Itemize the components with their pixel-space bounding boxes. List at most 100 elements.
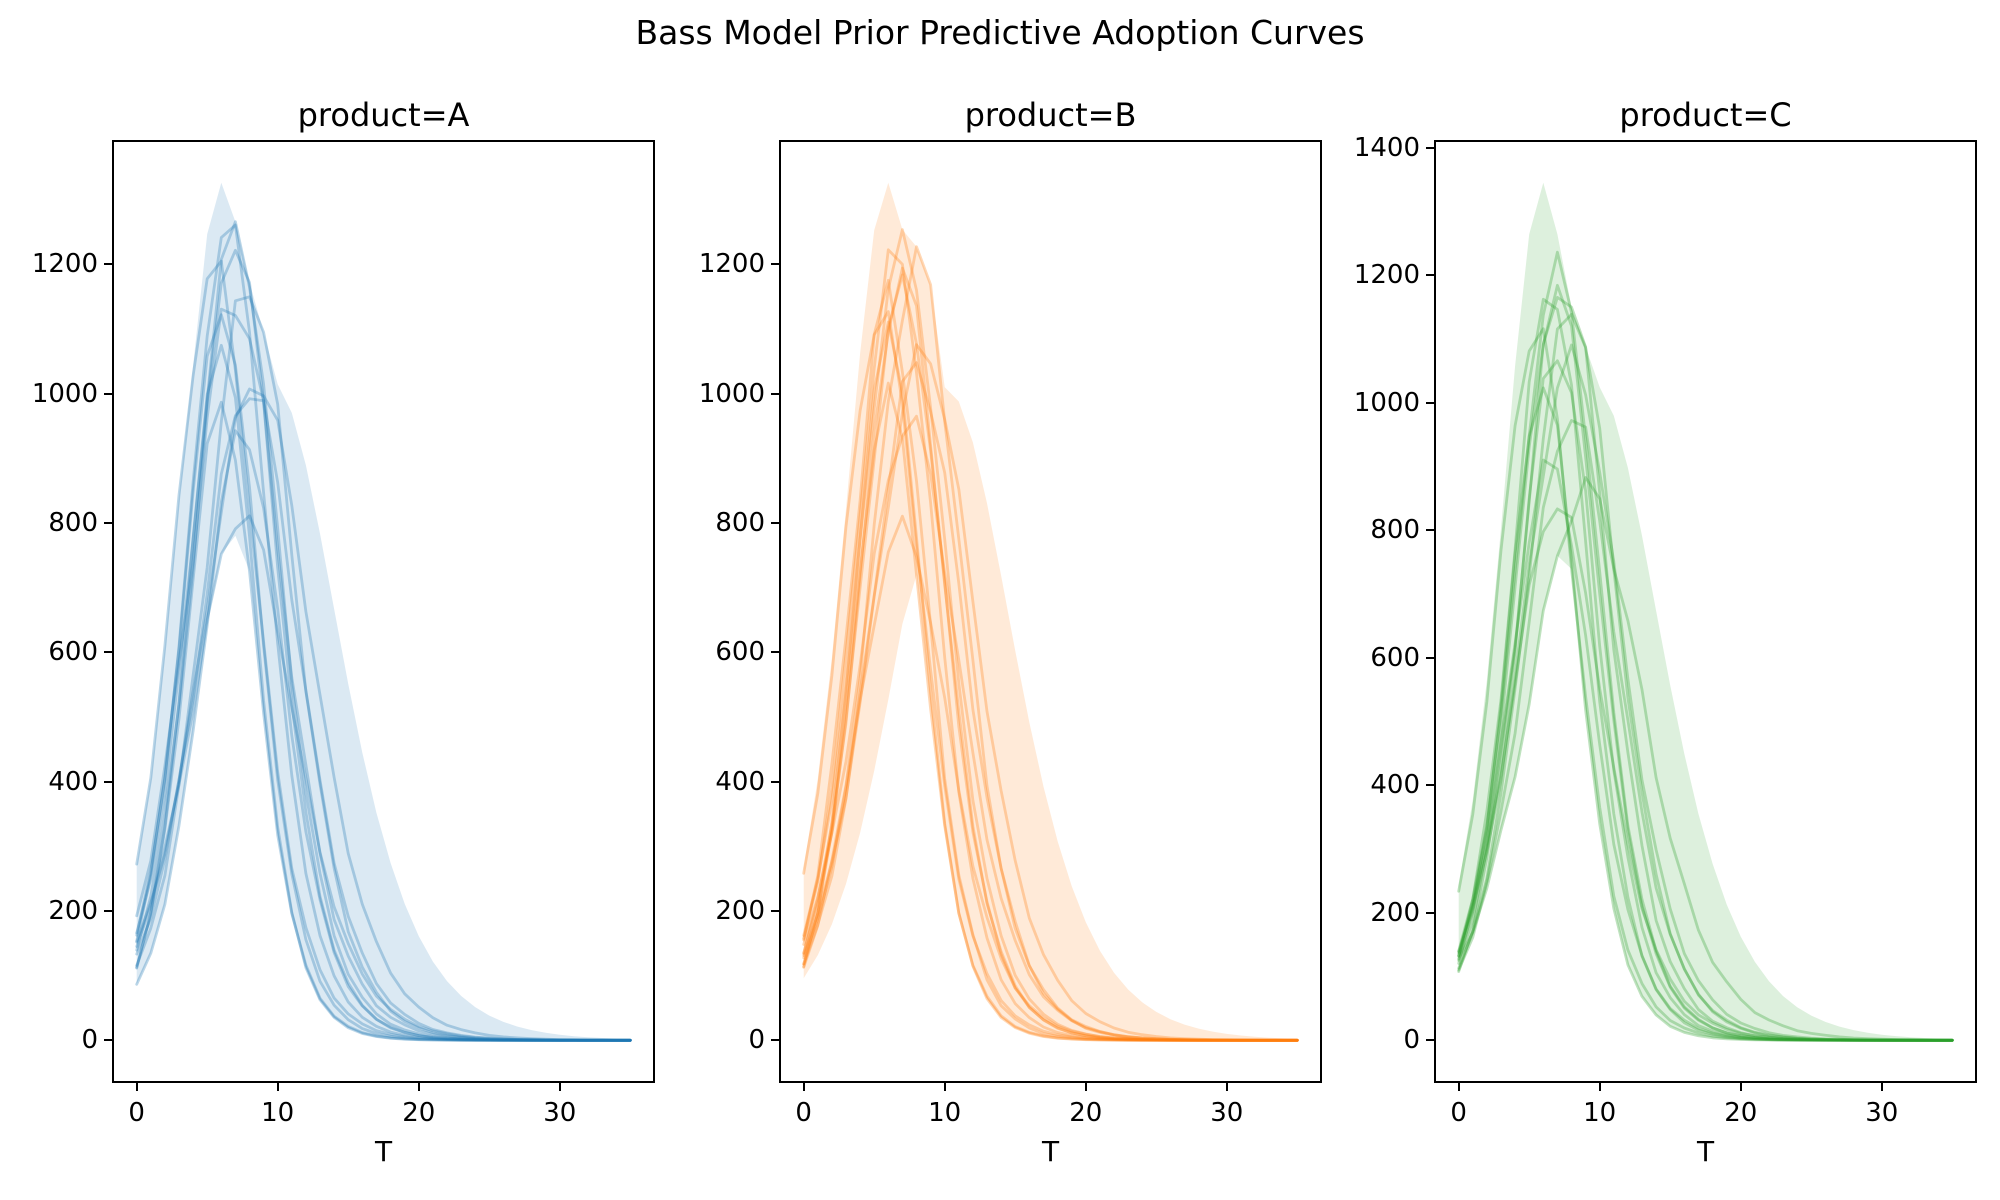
y-tick-label: 1000 <box>31 378 98 409</box>
x-tick-mark <box>1225 1083 1228 1091</box>
x-tick-mark <box>1598 1083 1601 1091</box>
prior-draw-curve-11 <box>802 266 1299 1042</box>
y-tick-mark <box>1426 1039 1434 1042</box>
prior-draw-curve-4 <box>802 278 1299 1042</box>
prior-draw-curve-10 <box>135 514 632 1042</box>
x-tick-label: 20 <box>402 1098 436 1128</box>
prior-envelope-fill <box>1458 182 1953 1041</box>
x-tick-label: 10 <box>1583 1098 1617 1128</box>
subplot-product-c: product=C 0 10 20 30 0 200 400 600 800 1000 1200 14… <box>1354 96 1977 1200</box>
y-tick-label: 800 <box>48 507 98 538</box>
x-tick-label: 30 <box>1865 1098 1899 1128</box>
y-tick-label: 400 <box>1370 770 1420 801</box>
y-tick-label: 1400 <box>1353 132 1420 163</box>
prior-draw-curve-3 <box>135 295 632 1042</box>
y-tick-mark <box>104 263 112 266</box>
x-tick-label: 20 <box>1724 1098 1758 1128</box>
x-tick-mark <box>943 1083 946 1091</box>
y-tick-label: 200 <box>48 896 98 926</box>
y-tick-mark <box>1426 146 1434 149</box>
y-tick-mark <box>771 651 779 654</box>
x-tick-mark <box>1084 1083 1087 1091</box>
prior-draw-curve-1 <box>1457 295 1954 1042</box>
subplot-product-a: product=A 0 10 20 30 0 200 400 600 800 1000 1200 T <box>32 96 655 1200</box>
y-tick-mark <box>1426 911 1434 914</box>
y-tick-mark <box>1426 529 1434 532</box>
y-tick-mark <box>104 521 112 524</box>
prior-draw-curve-7 <box>135 397 632 1042</box>
y-tick-mark <box>1426 401 1434 404</box>
prior-draw-curve-12 <box>135 259 632 1042</box>
y-tick-mark <box>104 780 112 783</box>
y-tick-mark <box>771 392 779 395</box>
prior-draw-curve-4 <box>1457 359 1954 1042</box>
y-tick-mark <box>771 521 779 524</box>
prior-draw-curve-1 <box>135 220 632 1042</box>
adoption-curves-chart <box>112 140 655 1083</box>
prior-draw-curve-2 <box>1457 297 1954 1042</box>
prior-draw-curve-6 <box>135 387 632 1042</box>
subplot-title-b: product=B <box>964 96 1137 134</box>
x-tick-label: 10 <box>928 1098 962 1128</box>
prior-draw-curve-7 <box>802 381 1299 1042</box>
prior-draw-curve-8 <box>1457 507 1954 1042</box>
prior-draw-curve-12 <box>802 310 1299 1042</box>
x-tick-label: 0 <box>795 1098 812 1128</box>
y-tick-mark <box>104 651 112 654</box>
y-tick-label: 600 <box>1370 642 1420 673</box>
y-tick-mark <box>1426 656 1434 659</box>
prior-draw-curve-12 <box>1457 458 1954 1042</box>
y-tick-label: 600 <box>48 637 98 668</box>
prior-draw-curve-9 <box>802 514 1299 1042</box>
y-tick-mark <box>771 910 779 912</box>
prior-draw-curve-0 <box>1457 250 1954 1042</box>
prior-draw-curve-8 <box>135 400 632 1042</box>
prior-envelope-fill <box>136 182 631 1041</box>
prior-draw-curve-8 <box>802 414 1299 1042</box>
y-tick-mark <box>1426 784 1434 787</box>
y-tick-label: 800 <box>715 507 765 538</box>
y-tick-label: 0 <box>1403 1025 1420 1056</box>
y-tick-label: 400 <box>48 766 98 797</box>
prior-draw-curve-3 <box>1457 312 1954 1042</box>
y-tick-label: 200 <box>715 896 765 926</box>
prior-draw-curve-2 <box>802 245 1299 1042</box>
x-tick-mark <box>802 1083 805 1091</box>
x-axis-label-b: T <box>1041 1135 1060 1168</box>
prior-draw-curve-6 <box>1457 386 1954 1042</box>
subplot-title-a: product=A <box>297 96 470 134</box>
x-tick-mark <box>558 1083 561 1091</box>
prior-draw-curve-5 <box>802 343 1299 1042</box>
x-tick-mark <box>276 1083 279 1091</box>
x-axis-label-a: T <box>374 1135 393 1168</box>
prior-draw-curve-7 <box>1457 476 1954 1042</box>
prior-draw-curve-5 <box>135 313 632 1042</box>
prior-draw-curve-10 <box>1457 419 1954 1042</box>
prior-draw-curve-1 <box>802 248 1299 1042</box>
y-tick-mark <box>771 780 779 783</box>
x-axis-label-c: T <box>1696 1135 1715 1168</box>
prior-draw-curve-4 <box>135 307 632 1042</box>
adoption-curves-chart <box>1434 140 1977 1083</box>
x-tick-label: 30 <box>543 1098 577 1128</box>
y-tick-label: 1200 <box>31 249 98 280</box>
y-tick-label: 0 <box>748 1025 765 1056</box>
axes-product-c: 0 10 20 30 0 200 400 600 800 1000 1200 1400 <box>1354 133 1977 1128</box>
y-tick-mark <box>771 1039 779 1042</box>
prior-draw-curve-5 <box>1457 343 1954 1042</box>
prior-envelope-fill <box>803 182 1298 1041</box>
y-tick-label: 1000 <box>1353 387 1420 418</box>
prior-draw-curve-10 <box>802 320 1299 1042</box>
x-tick-mark <box>1457 1083 1460 1091</box>
x-tick-label: 10 <box>261 1098 295 1128</box>
x-tick-label: 0 <box>128 1098 145 1128</box>
x-tick-label: 0 <box>1450 1098 1467 1128</box>
y-tick-mark <box>1426 274 1434 277</box>
y-tick-label: 400 <box>715 766 765 797</box>
prior-draw-curve-11 <box>1457 283 1954 1042</box>
prior-draw-curve-0 <box>135 223 632 1042</box>
prior-draw-curve-9 <box>135 429 632 1042</box>
subplot-title-c: product=C <box>1619 96 1792 134</box>
y-tick-mark <box>104 910 112 912</box>
